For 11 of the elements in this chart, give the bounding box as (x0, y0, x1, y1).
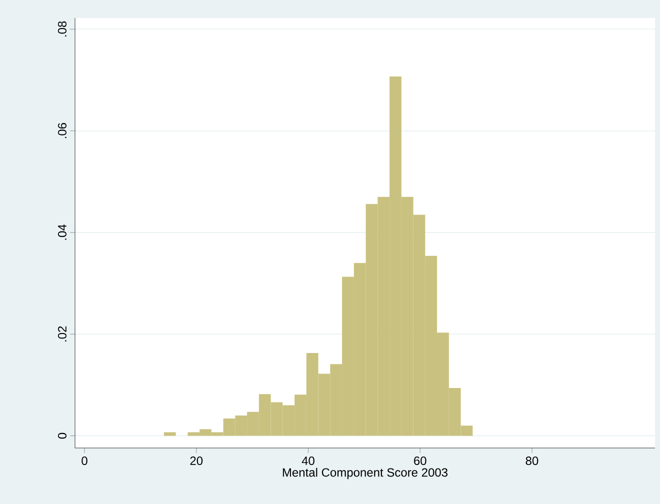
x-tick-label: 0 (82, 456, 88, 466)
y-tick-label: .06 (58, 123, 66, 138)
x-axis-title: Mental Component Score 2003 (282, 468, 448, 480)
y-tick-label: .02 (58, 326, 66, 342)
x-tick-label: 40 (302, 456, 314, 466)
y-tick-label: .08 (58, 21, 66, 36)
y-tick-label: .04 (58, 224, 66, 240)
y-tick-label: 0 (58, 432, 66, 439)
x-tick-label: 20 (190, 456, 203, 466)
x-tick-label: 60 (414, 456, 426, 466)
x-tick-label: 80 (526, 456, 538, 466)
